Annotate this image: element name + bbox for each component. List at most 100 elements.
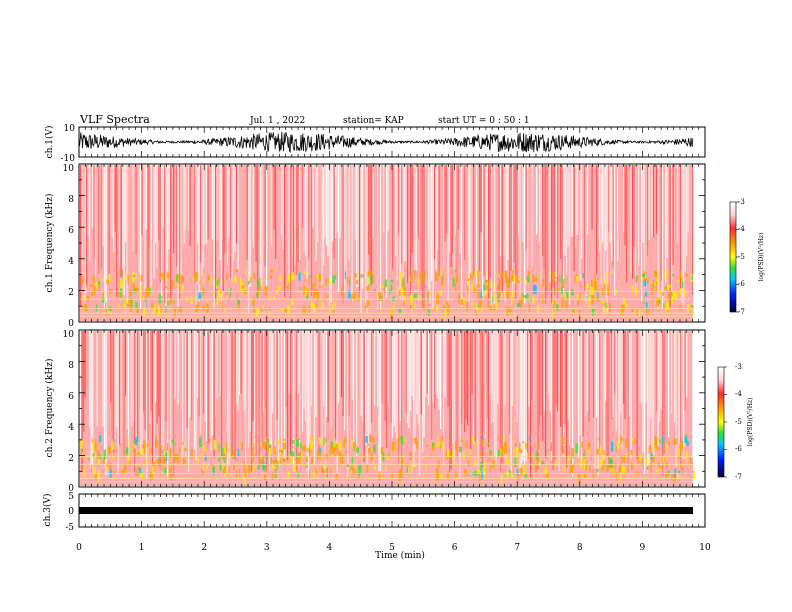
- spectrogram-streak: [179, 165, 181, 299]
- spectrogram-speckle: [586, 283, 589, 288]
- spectrogram-speckle: [499, 448, 502, 458]
- spectrogram-speckle: [241, 285, 244, 289]
- spectrogram-speckle: [545, 472, 547, 478]
- spectrogram-speckle: [414, 302, 416, 310]
- spectrogram-streak: [440, 331, 442, 429]
- spectrogram-streak: [632, 165, 634, 279]
- spectrogram-speckle: [148, 286, 151, 293]
- spectrogram-streak: [152, 331, 154, 465]
- spectrogram-speckle: [271, 465, 275, 469]
- spectrogram-streak: [195, 165, 197, 309]
- spectrogram-speckle: [582, 453, 585, 457]
- spectrogram-speckle: [580, 284, 582, 289]
- spectrogram-streak: [503, 165, 505, 272]
- spectrogram-streak: [492, 331, 494, 423]
- spectrogram-speckle: [132, 275, 136, 278]
- spectrogram-streak: [539, 331, 541, 425]
- spectrogram-speckle: [202, 305, 205, 311]
- ch3-ytick-0: 0: [68, 507, 74, 517]
- spectrogram-streak: [567, 331, 569, 421]
- spectrogram-streak: [527, 331, 529, 453]
- spectrogram-speckle: [224, 447, 227, 456]
- spectrogram-speckle: [503, 449, 507, 454]
- spectrogram-streak: [86, 331, 88, 457]
- spectrogram-streak: [297, 165, 299, 263]
- spectrogram-streak: [108, 331, 110, 398]
- spectrogram-speckle: [136, 307, 139, 314]
- spectrogram-speckle: [654, 270, 657, 277]
- spectrogram-streak: [401, 165, 403, 265]
- spectrogram-streak: [638, 165, 640, 266]
- spectrogram-streak: [542, 331, 544, 441]
- spectrogram-streak: [534, 331, 536, 417]
- spectrogram-streak: [597, 165, 599, 288]
- ch2-cb-tick-m4: -4: [735, 390, 742, 398]
- spectrogram-speckle: [261, 455, 265, 464]
- spectrogram-speckle: [260, 307, 263, 311]
- spectrogram-streak: [138, 331, 140, 477]
- spectrogram-speckle: [429, 291, 432, 294]
- spectrogram-streak: [657, 165, 659, 309]
- spectrogram-streak: [459, 165, 461, 253]
- spectrogram-speckle: [644, 271, 646, 281]
- spectrogram-streak: [423, 165, 425, 309]
- spectrogram-speckle: [180, 305, 182, 315]
- spectrogram-speckle: [332, 275, 335, 284]
- spectrogram-streak: [485, 331, 487, 439]
- spectrogram-streak: [525, 331, 527, 462]
- spectrogram-streak: [617, 165, 619, 262]
- spectrogram-speckle: [202, 471, 205, 475]
- spectrogram-streak: [482, 165, 484, 297]
- spectrogram-speckle: [491, 304, 493, 309]
- spectrogram-streak: [641, 165, 643, 302]
- spectrogram-streak: [368, 165, 370, 255]
- spectrogram-speckle: [192, 276, 195, 282]
- spectrogram-speckle: [477, 269, 479, 280]
- spectrogram-streak: [434, 331, 436, 409]
- spectrogram-streak: [420, 165, 422, 289]
- spectrogram-speckle: [338, 449, 342, 457]
- spectrogram-streak: [681, 165, 683, 303]
- spectrogram-speckle: [249, 469, 251, 472]
- ch3-ytick-5: 5: [68, 492, 74, 502]
- spectrogram-speckle: [102, 291, 105, 301]
- spectrogram-streak: [522, 331, 524, 462]
- spectrogram-streak: [318, 165, 320, 276]
- spectrogram-streak: [183, 331, 185, 460]
- spectrogram-streak: [350, 165, 352, 278]
- spectrogram-streak: [642, 331, 644, 453]
- spectrogram-speckle: [530, 443, 532, 446]
- spectrogram-speckle: [620, 435, 623, 444]
- spectrogram-speckle: [320, 462, 322, 465]
- spectrogram-streak: [665, 331, 667, 460]
- spectrogram-speckle: [648, 445, 652, 454]
- spectrogram-streak: [266, 331, 268, 468]
- spectrogram-speckle: [489, 466, 493, 469]
- spectrogram-speckle: [81, 305, 84, 310]
- spectrogram-speckle: [655, 281, 658, 291]
- spectrogram-streak: [123, 165, 125, 296]
- spectrogram-speckle: [454, 283, 457, 292]
- spectrogram-streak: [150, 165, 152, 287]
- spectrogram-speckle: [568, 444, 570, 450]
- spectrogram-speckle: [321, 470, 325, 475]
- spectrogram-streak: [107, 165, 109, 253]
- spectrogram-speckle: [164, 468, 167, 475]
- spectrogram-streak: [336, 331, 338, 473]
- spectrogram-speckle: [134, 436, 138, 446]
- spectrogram-speckle: [657, 447, 660, 451]
- xtick-9: 9: [640, 543, 646, 553]
- spectrogram-speckle: [302, 445, 305, 451]
- spectrogram-speckle: [263, 441, 267, 451]
- spectrogram-streak: [105, 165, 107, 309]
- spectrogram-streak: [626, 165, 628, 283]
- spectrogram-speckle: [373, 289, 376, 292]
- spectrogram-speckle: [98, 281, 101, 291]
- spectrogram-speckle: [174, 457, 176, 463]
- spectrogram-streak: [531, 331, 533, 401]
- spectrogram-streak: [438, 165, 440, 276]
- spectrogram-streak: [131, 331, 133, 427]
- spectrogram-streak: [101, 165, 103, 269]
- spectrogram-speckle: [638, 309, 641, 316]
- spectrogram-streak: [690, 331, 692, 404]
